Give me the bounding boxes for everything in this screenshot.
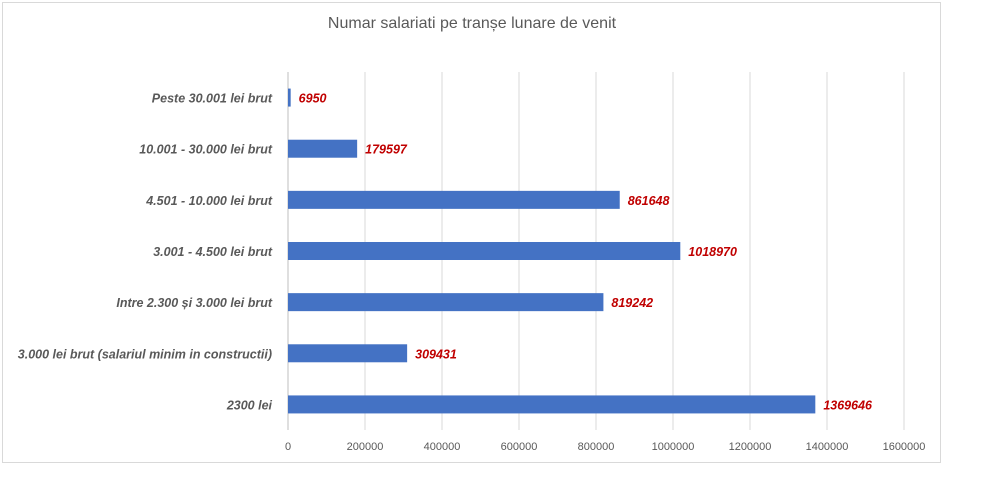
category-label: 4.501 - 10.000 lei brut xyxy=(145,194,273,208)
x-tick-label: 1600000 xyxy=(883,441,926,453)
bar xyxy=(288,395,816,414)
x-tick-label: 1400000 xyxy=(806,441,849,453)
category-label: 10.001 - 30.000 lei brut xyxy=(139,143,273,157)
category-label: Peste 30.001 lei brut xyxy=(152,92,273,106)
x-tick-label: 400000 xyxy=(424,441,461,453)
x-tick-label: 600000 xyxy=(501,441,538,453)
x-tick-label: 0 xyxy=(285,441,291,453)
bar xyxy=(288,139,358,158)
x-tick-label: 1200000 xyxy=(729,441,772,453)
data-label: 819242 xyxy=(611,296,653,310)
x-tick-label: 200000 xyxy=(347,441,384,453)
bar xyxy=(288,88,291,107)
bar xyxy=(288,190,620,209)
data-label: 179597 xyxy=(365,143,408,157)
chart-area xyxy=(2,2,941,463)
x-tick-label: 800000 xyxy=(578,441,615,453)
category-label: 3.001 - 4.500 lei brut xyxy=(153,245,273,259)
data-label: 861648 xyxy=(628,194,670,208)
category-label: Intre 2.300 și 3.000 lei brut xyxy=(116,296,272,310)
bar xyxy=(288,344,408,363)
x-tick-label: 1000000 xyxy=(652,441,695,453)
data-label: 1369646 xyxy=(823,398,873,412)
chart-title: Numar salariati pe tranșe lunare de veni… xyxy=(328,15,617,32)
data-label: 309431 xyxy=(415,347,457,361)
category-label: 3.000 lei brut (salariul minim in constr… xyxy=(18,347,272,361)
bar xyxy=(288,293,604,312)
bar xyxy=(288,242,681,260)
data-label: 1018970 xyxy=(688,245,737,259)
category-label: 2300 lei xyxy=(226,398,273,412)
data-label: 6950 xyxy=(299,92,327,106)
